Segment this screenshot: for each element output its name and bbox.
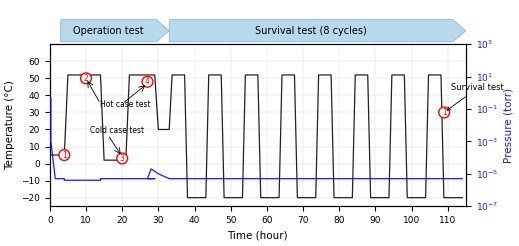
Text: Survival test (8 cycles): Survival test (8 cycles) [255,26,367,36]
Text: Survival test: Survival test [447,83,504,110]
Text: Operation test: Operation test [73,26,144,36]
Text: 2: 2 [84,74,88,83]
Text: 3: 3 [120,154,125,163]
Text: 1: 1 [442,108,446,117]
Text: 1: 1 [62,151,66,160]
Text: Hot case test: Hot case test [101,100,151,109]
X-axis label: Time (hour): Time (hour) [227,231,288,240]
Y-axis label: Pressure (torr): Pressure (torr) [503,88,513,163]
Text: 4: 4 [145,77,150,86]
Y-axis label: Temperature (°C): Temperature (°C) [6,80,16,170]
Text: Cold case test: Cold case test [90,126,144,135]
